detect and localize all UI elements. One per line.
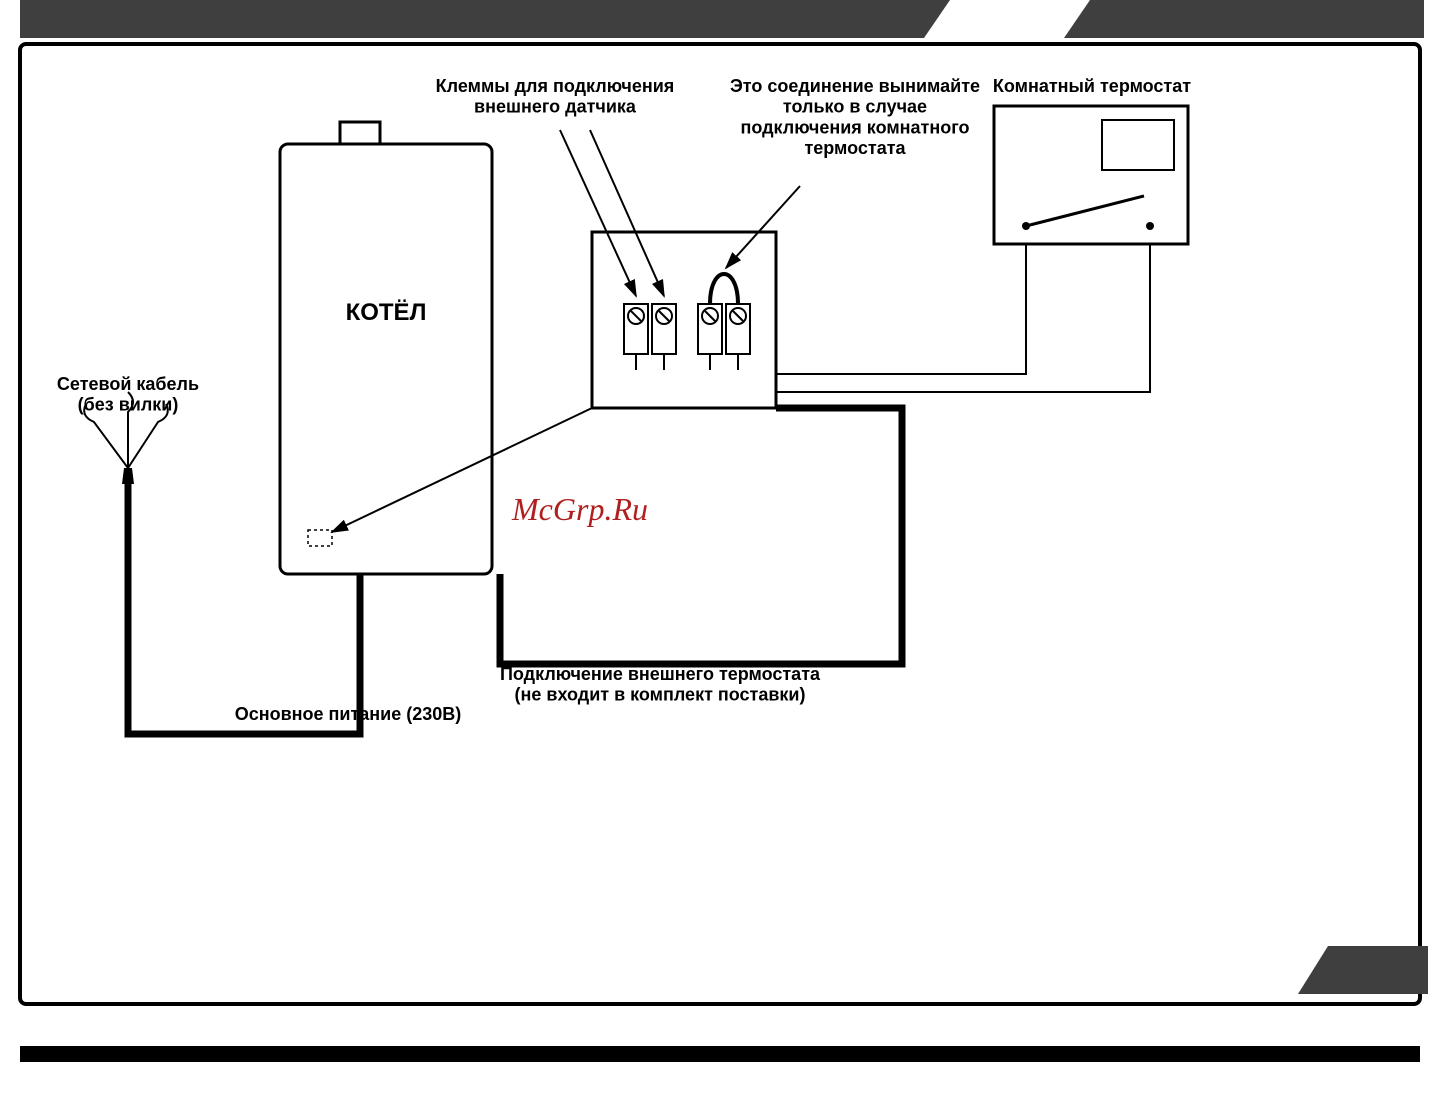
label-ext-thermostat: Подключение внешнего термостата(не входи… (500, 664, 821, 705)
boiler-chimney (340, 122, 380, 144)
label-room-thermostat: Комнатный термостат (993, 76, 1191, 96)
label-power-cable: Сетевой кабель(без вилки) (57, 374, 199, 415)
thermostat-terminal-right (1146, 222, 1154, 230)
thermostat-display (1102, 120, 1174, 170)
label-main-power: Основное питание (230В) (235, 704, 462, 724)
boiler-label: КОТЁЛ (346, 299, 427, 326)
header-bar-0 (20, 0, 950, 38)
page-bg (0, 0, 1441, 1094)
watermark: McGrp.Ru (511, 491, 648, 527)
header-bar-1 (1064, 0, 1424, 38)
cable-sheath (122, 468, 134, 484)
boiler-body (280, 144, 492, 574)
footer-bar (20, 1046, 1420, 1062)
